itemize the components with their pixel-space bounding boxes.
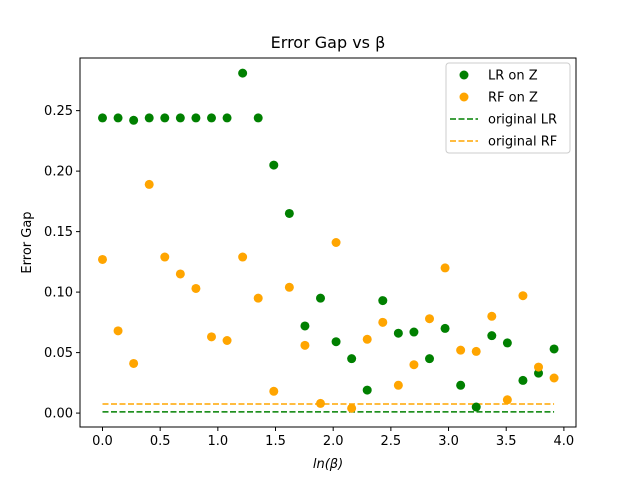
- data-point: [440, 263, 450, 273]
- data-point: [206, 332, 216, 342]
- data-point: [284, 208, 294, 218]
- legend-marker: [459, 70, 469, 80]
- data-point: [409, 327, 419, 337]
- data-point: [206, 113, 216, 123]
- data-point: [425, 354, 435, 364]
- data-point: [191, 283, 201, 293]
- data-point: [253, 293, 263, 303]
- data-point: [160, 113, 170, 123]
- legend-box: [445, 62, 571, 154]
- data-point: [393, 328, 403, 338]
- data-point: [378, 296, 388, 306]
- data-point: [549, 344, 559, 354]
- data-point: [518, 291, 528, 301]
- x-tick-label: 0.0: [92, 434, 113, 449]
- data-point: [502, 338, 512, 348]
- data-point: [502, 395, 512, 405]
- data-point: [440, 323, 450, 333]
- data-point: [284, 282, 294, 292]
- data-point: [331, 337, 341, 347]
- data-point: [144, 179, 154, 189]
- data-point: [129, 358, 139, 368]
- data-point: [175, 269, 185, 279]
- legend-label: original LR: [488, 113, 557, 128]
- data-point: [97, 254, 107, 264]
- data-point: [518, 375, 528, 385]
- x-tick-label: 2.0: [323, 434, 344, 449]
- data-point: [471, 346, 481, 356]
- data-point: [347, 403, 357, 413]
- data-point: [175, 113, 185, 123]
- data-point: [269, 160, 279, 170]
- legend-marker: [459, 92, 469, 102]
- y-axis-label: Error Gap: [20, 211, 35, 273]
- x-tick-label: 0.5: [150, 434, 171, 449]
- x-tick-label: 1.0: [207, 434, 228, 449]
- legend-label: LR on Z: [488, 69, 538, 84]
- x-axis: 0.0 0.5 1.0 1.5 2.0 2.5 3.0 3.5 4.0: [92, 427, 574, 449]
- legend: LR on Z RF on Z original LR original RF: [445, 62, 571, 154]
- legend-label: RF on Z: [488, 91, 538, 106]
- x-tick-label: 2.5: [381, 434, 402, 449]
- data-point: [300, 321, 310, 331]
- data-point: [362, 385, 372, 395]
- data-point: [253, 113, 263, 123]
- y-tick-label: 0.05: [44, 346, 73, 361]
- data-point: [300, 340, 310, 350]
- data-point: [347, 354, 357, 364]
- data-point: [362, 334, 372, 344]
- data-point: [425, 314, 435, 324]
- data-point: [160, 252, 170, 262]
- x-tick-label: 3.0: [438, 434, 459, 449]
- data-point: [471, 402, 481, 412]
- data-point: [238, 252, 248, 262]
- data-point: [534, 362, 544, 372]
- data-point: [222, 113, 232, 123]
- x-axis-label: ln(β): [313, 457, 343, 472]
- x-tick-label: 3.5: [496, 434, 517, 449]
- x-tick-label: 4.0: [554, 434, 575, 449]
- y-tick-label: 0.10: [44, 286, 73, 301]
- data-point: [191, 113, 201, 123]
- data-point: [269, 386, 279, 396]
- data-point: [378, 317, 388, 327]
- data-point: [316, 293, 326, 303]
- data-point: [549, 373, 559, 383]
- data-point: [238, 68, 248, 78]
- data-point: [97, 113, 107, 123]
- legend-label: original RF: [488, 135, 557, 150]
- plot-area: [97, 68, 559, 413]
- y-tick-label: 0.15: [44, 225, 73, 240]
- data-point: [393, 380, 403, 390]
- data-point: [456, 380, 466, 390]
- y-axis: 0.00 0.05 0.10 0.15 0.20 0.25: [44, 104, 80, 422]
- axes-frame: [79, 57, 577, 428]
- data-point: [113, 113, 123, 123]
- y-tick-label: 0.20: [44, 165, 73, 180]
- data-point: [316, 398, 326, 408]
- data-point: [409, 360, 419, 370]
- y-tick-label: 0.25: [44, 104, 73, 119]
- data-point: [113, 326, 123, 336]
- y-tick-label: 0.00: [44, 407, 73, 422]
- data-point: [331, 238, 341, 247]
- data-point: [129, 115, 139, 125]
- data-point: [487, 331, 497, 341]
- data-point: [487, 311, 497, 321]
- data-point: [222, 335, 232, 345]
- data-point: [456, 345, 466, 355]
- x-tick-label: 1.5: [265, 434, 286, 449]
- chart-title: Error Gap vs β: [271, 33, 386, 52]
- data-point: [144, 113, 154, 123]
